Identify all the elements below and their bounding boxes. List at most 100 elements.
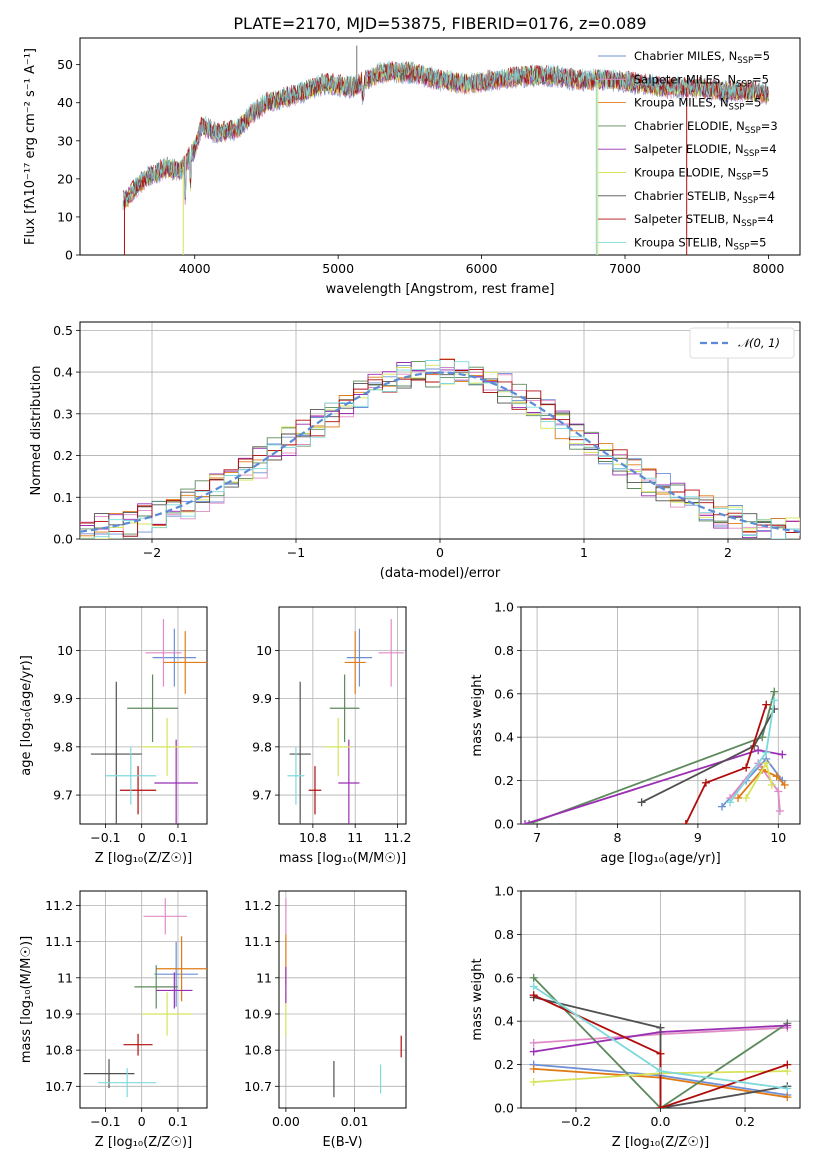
y-tick-label: 0.0 xyxy=(494,1101,514,1116)
legend-entry-count: =4 xyxy=(758,189,775,203)
y-tick-label: 11.1 xyxy=(244,934,272,949)
x-axis-label: E(B-V) xyxy=(322,1135,362,1150)
legend-entry: Salpeter MILES, NSSP=5 xyxy=(634,72,769,89)
y-tick-label: 0.4 xyxy=(53,365,73,380)
legend-entry-name: Chabrier ELODIE, N xyxy=(634,119,745,133)
y-axis-label: Flux [fλ10⁻¹⁷ erg cm⁻² s⁻¹ A⁻¹] xyxy=(23,48,38,245)
weight-vs-age-lines xyxy=(521,687,789,824)
age-vs-mass-points xyxy=(287,619,404,824)
x-tick-label: 8 xyxy=(614,830,622,845)
figure-title: PLATE=2170, MJD=53875, FIBERID=0176, z=0… xyxy=(233,14,646,33)
y-tick-label: 10.8 xyxy=(244,1043,272,1058)
weight-series-line xyxy=(533,977,788,1108)
x-tick-label: 9 xyxy=(694,830,702,845)
legend-entry-name: Salpeter ELODIE, N xyxy=(634,142,744,156)
legend-entry-sub: SSP xyxy=(742,196,758,206)
y-tick-label: 30 xyxy=(57,133,73,148)
y-tick-label: 9.8 xyxy=(53,739,73,754)
x-tick-label: 7 xyxy=(533,830,541,845)
y-tick-label: 0.0 xyxy=(494,817,514,832)
y-tick-label: 10 xyxy=(57,643,73,658)
histogram-series xyxy=(80,360,800,539)
y-tick-label: 40 xyxy=(57,95,73,110)
x-tick-label: 8000 xyxy=(753,261,785,276)
mass-vs-Z-frame xyxy=(79,890,208,1109)
weight-vs-age-frame xyxy=(520,606,801,825)
weight-series-line xyxy=(641,708,776,804)
legend-entry-count: =5 xyxy=(749,235,766,249)
weight-vs-Z-panel: −0.2 0.0 0.2 0.0 0.2 0.4 0.6 0.8 1.0 Z [log₁₀(Z/Z… xyxy=(470,884,801,1150)
y-tick-label: 10.9 xyxy=(244,1006,272,1021)
legend-box xyxy=(689,327,795,359)
legend-entry-count: =4 xyxy=(760,142,777,156)
legend-entry-sub: SSP xyxy=(736,79,752,89)
y-tick-label: 11.2 xyxy=(244,898,272,913)
legend-entry: Salpeter ELODIE, NSSP=4 xyxy=(634,142,777,159)
legend-entry-sub: SSP xyxy=(736,173,752,183)
legend-entry-sub: SSP xyxy=(737,56,753,66)
y-tick-label: 10.8 xyxy=(45,1043,73,1058)
x-tick-label: −0.1 xyxy=(90,1114,120,1129)
y-tick-label: 0.8 xyxy=(494,927,514,942)
y-tick-label: 0.2 xyxy=(494,773,514,788)
age-vs-mass-frame xyxy=(278,606,407,825)
y-tick-label: 11.2 xyxy=(45,898,73,913)
legend-entry-name: Salpeter MILES, N xyxy=(634,72,736,86)
age-vs-Z-panel: −0.1 0 0.1 9.7 9.8 9.9 10 Z [log₁₀(Z/Z☉)] age [l… xyxy=(19,606,208,866)
x-axis-label: (data-model)/error xyxy=(380,566,501,581)
x-tick-label: 1 xyxy=(580,545,588,560)
y-tick-label: 0.8 xyxy=(494,643,514,658)
x-tick-label: −1 xyxy=(287,545,305,560)
legend-entry-count: =5 xyxy=(752,72,769,86)
legend-entry-name: Salpeter STELIB, N xyxy=(634,212,741,226)
x-tick-label: 7000 xyxy=(609,261,641,276)
legend-entry-sub: SSP xyxy=(729,103,745,113)
y-tick-label: 9.7 xyxy=(252,788,272,803)
y-tick-label: 0.1 xyxy=(53,490,73,505)
spectrum-frame xyxy=(79,37,801,256)
spectrum-lines xyxy=(122,45,769,255)
x-tick-label: 4000 xyxy=(179,261,211,276)
legend-entry-sub: SSP xyxy=(745,126,761,136)
x-tick-label: 5000 xyxy=(322,261,354,276)
y-tick-label: 10.7 xyxy=(244,1079,272,1094)
mass-vs-ebv-points xyxy=(285,898,402,1098)
x-tick-label: 0.01 xyxy=(341,1114,369,1129)
y-tick-label: 9.9 xyxy=(252,691,272,706)
legend-entry: Chabrier STELIB, NSSP=4 xyxy=(634,189,775,206)
y-tick-label: 1.0 xyxy=(494,600,514,615)
spectrum-panel: 4000 5000 6000 7000 8000 0 10 20 30 40 50 wavelengt… xyxy=(23,37,801,297)
age-vs-Z-grid xyxy=(80,607,207,824)
weight-series-line xyxy=(528,691,776,824)
y-tick-label: 10.9 xyxy=(45,1006,73,1021)
mass-vs-Z-grid xyxy=(80,891,207,1108)
mass-vs-ebv-panel: 0.00 0.01 10.7 10.8 10.9 11 11.1 11.2 E(B-V) xyxy=(244,890,407,1150)
legend-entry: Salpeter STELIB, NSSP=4 xyxy=(634,212,774,229)
x-tick-label: 0.2 xyxy=(735,1114,755,1129)
mass-vs-ebv-grid xyxy=(279,891,406,1108)
legend-entry-name: Kroupa ELODIE, N xyxy=(634,166,736,180)
y-tick-label: 0.2 xyxy=(53,448,73,463)
legend-entry: Chabrier ELODIE, NSSP=3 xyxy=(634,119,778,136)
legend-entry: Chabrier MILES, NSSP=5 xyxy=(634,49,770,66)
y-tick-label: 0.6 xyxy=(494,686,514,701)
residuals-legend: 𝒩(0, 1) xyxy=(689,327,795,359)
weight-series-line xyxy=(729,761,781,812)
legend-entry-count: =3 xyxy=(761,119,778,133)
y-tick-label: 0.0 xyxy=(53,532,73,547)
age-vs-Z-points xyxy=(90,619,207,824)
y-axis-label: mass [log₁₀(M/M☉)] xyxy=(19,936,34,1063)
age-vs-mass-panel: 10.8 11 11.2 9.7 9.8 9.9 10 mass [log₁₀(M/M☉)] xyxy=(252,606,412,866)
weight-vs-age-panel: 7 8 9 10 0.0 0.2 0.4 0.6 0.8 1.0 age [log₁₀(age/yr… xyxy=(470,600,801,866)
x-tick-label: −2 xyxy=(143,545,161,560)
legend-entry-name: Kroupa MILES, N xyxy=(634,96,729,110)
x-tick-label: 11.2 xyxy=(384,830,412,845)
weight-vs-age-grid xyxy=(521,606,800,825)
x-tick-label: 6000 xyxy=(466,261,498,276)
y-tick-label: 1.0 xyxy=(494,884,514,899)
y-tick-label: 11 xyxy=(57,970,73,985)
age-vs-Z-frame xyxy=(79,606,208,825)
y-tick-label: 11.1 xyxy=(45,934,73,949)
